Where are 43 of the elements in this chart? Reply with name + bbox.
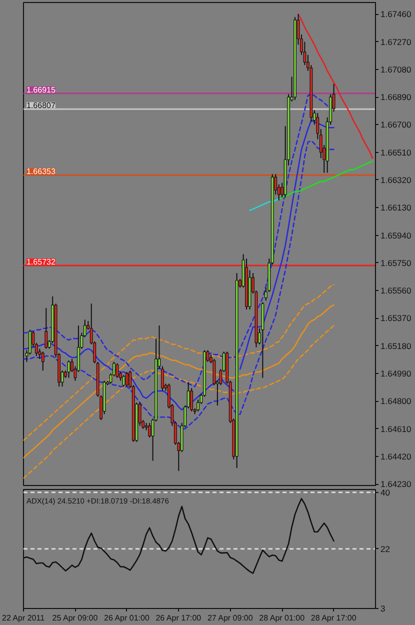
candlestick [148,422,152,438]
y-tick-label: 1.65940 [380,230,412,240]
y-tick-label: 1.65560 [380,286,412,296]
x-tick-label: 26 Apr 01:00 [104,614,150,622]
y-tick-label: 22 [380,544,390,554]
candlestick [125,372,128,388]
ref-line-label: 1.65732 [26,258,56,267]
line-series [24,324,334,479]
x-tick-label: 28 Apr 01:00 [259,614,306,622]
x-tick-label: 22 Apr 2011 [2,614,46,622]
x-tick-label: 27 Apr 09:00 [207,614,254,622]
y-tick-label: 1.66700 [380,120,412,130]
line-series [249,198,280,212]
y-tick-label: 1.67460 [380,9,412,20]
y-tick-label: 1.66130 [380,202,412,213]
candlestick [116,362,119,378]
ref-line-label: 1.66915 [26,85,56,94]
y-tick-label: 1.64800 [380,396,412,406]
y-tick-label: 40 [380,487,390,498]
line-series [298,13,374,159]
y-tick-label: 1.65370 [380,313,412,324]
x-tick-label: 28 Apr 17:00 [310,614,357,622]
candlestick [41,351,44,372]
candlestick [44,308,48,350]
y-tick-label: 1.65180 [380,340,412,351]
y-tick-label: 1.67080 [380,64,412,74]
y-tick-label: 1.67270 [380,36,412,47]
line-series [278,160,374,200]
x-tick-label: 25 Apr 09:00 [52,614,98,622]
y-tick-label: 1.64990 [380,368,412,378]
y-tick-label: 1.64610 [380,424,412,434]
y-tick-label: 1.66510 [380,147,412,158]
ref-line-label: 1.66807 [26,101,56,110]
y-tick-label: 1.64230 [380,479,412,490]
y-tick-label: 1.64420 [380,451,412,462]
y-tick-label: 1.66320 [380,174,412,185]
ref-line-label: 1.66353 [26,167,56,176]
y-tick-label: 1.65750 [380,258,412,268]
y-tick-label: 3 [380,604,386,614]
y-tick-label: 1.66890 [380,92,412,102]
x-tick-label: 26 Apr 17:00 [156,614,202,622]
line-series [24,304,334,459]
candlestick [122,374,126,388]
